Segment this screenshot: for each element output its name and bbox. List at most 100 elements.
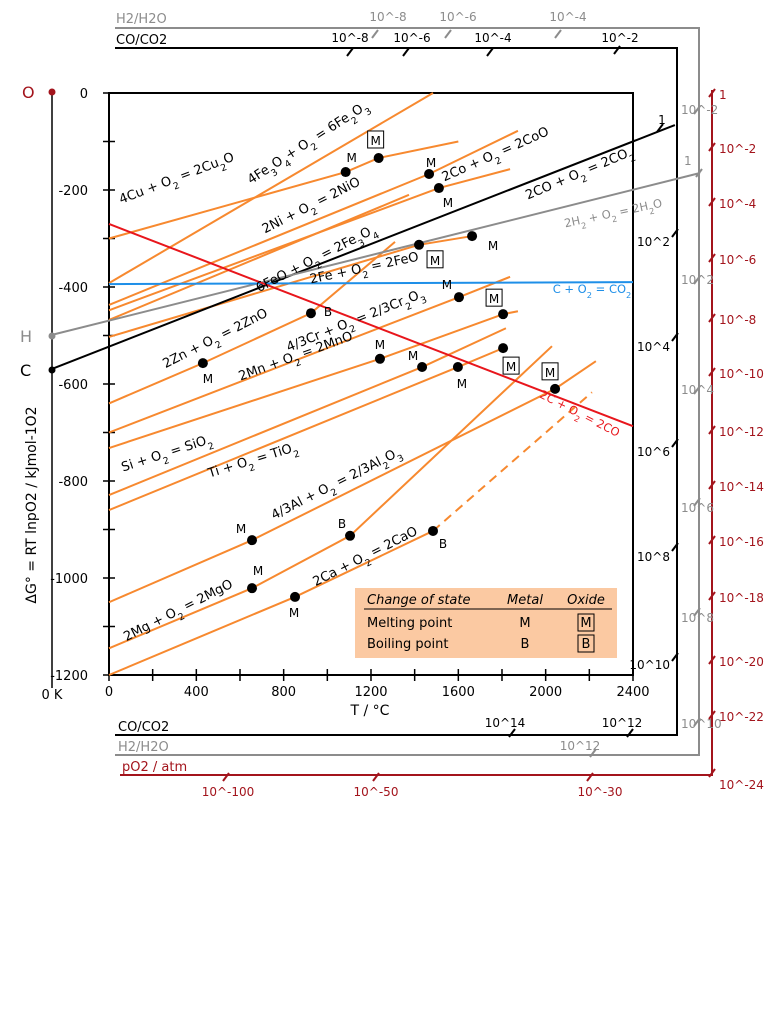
po2-right-tick-label: 10^-8: [719, 313, 756, 327]
pivot-c-label: C: [20, 361, 31, 380]
co-co2-bottom-label: CO/CO2: [118, 720, 169, 735]
h2-h2o-right-tick: [693, 385, 701, 395]
po2-bottom-tick-label: 10^-30: [578, 785, 623, 799]
metal-transition-label: M: [253, 564, 263, 578]
reaction-line: [108, 281, 633, 286]
legend-header: Metal: [507, 593, 543, 608]
po2-right-tick: [708, 768, 716, 778]
h2-h2o-right-tick-label: 10^-2: [681, 103, 718, 117]
co-co2-tick: [346, 47, 354, 57]
y-axis-label: ΔG° = RT lnpO2 / kJmol-1O2: [24, 406, 40, 603]
oxide-transition-label: M: [370, 134, 380, 148]
x-axis-label: T / °C: [350, 703, 390, 719]
po2-right-tick: [708, 591, 716, 601]
y-tick-label: -200: [58, 184, 88, 199]
h2-h2o-scale: [115, 27, 700, 756]
h2-h2o-right-tick: [693, 607, 701, 617]
reaction-label: 2Mn + O2 = 2MnO: [237, 329, 357, 388]
reaction-line: [108, 140, 459, 240]
h2-h2o-right-tick: [693, 717, 701, 727]
metal-transition-label: M: [408, 349, 418, 363]
reaction-line: [49, 172, 701, 337]
transition-point: [345, 530, 356, 541]
transition-point: [290, 591, 301, 602]
co-co2-tick: [613, 45, 621, 55]
po2-bottom-tick: [372, 772, 380, 782]
reaction-label: 2Zn + O2 = 2ZnO: [160, 306, 272, 376]
co-co2-tick: [402, 47, 410, 57]
y-tick-label: -800: [58, 475, 88, 490]
h2-h2o-tick: [554, 29, 562, 39]
po2-right-tick-label: 10^-10: [719, 367, 764, 381]
co-co2-right-tick-label: 1: [658, 113, 666, 127]
x-tick-label: 800: [271, 685, 296, 700]
po2-right-tick: [708, 313, 716, 323]
reaction-label: Si + O2 = SiO2: [120, 432, 216, 480]
h2-h2o-right-tick: [693, 275, 701, 285]
transition-point: [433, 183, 444, 194]
reaction-label: 2C + O2 = 2CO: [536, 387, 623, 443]
legend-oxide-symbol: M: [580, 616, 591, 631]
reaction-label: 2Co + O2 = 2CoO: [440, 124, 553, 189]
co-co2-right-tick: [671, 228, 679, 238]
metal-transition-label: M: [236, 522, 246, 536]
reaction-label: 2Mg + O2 = 2MgO: [121, 577, 237, 649]
h2-h2o-tick: [444, 29, 452, 39]
oxide-marker-box: [502, 356, 520, 375]
po2-right-tick-label: 10^-16: [719, 535, 764, 549]
transition-point: [305, 308, 316, 319]
h2-h2o-right-tick-label: 10^4: [681, 383, 714, 397]
oxide-transition-label: M: [430, 254, 440, 268]
y-tick-label: -600: [58, 378, 88, 393]
h2-h2o-bottom-label: H2/H2O: [118, 740, 169, 755]
po2-right-tick-label: 1: [719, 88, 727, 102]
co-co2-right-tick: [671, 332, 679, 342]
h2-h2o-tick-label: 10^-4: [549, 10, 586, 24]
zero-kelvin-label: 0 K: [42, 688, 63, 703]
metal-transition-label: M: [289, 606, 299, 620]
po2-right-tick-label: 10^-22: [719, 710, 764, 724]
legend-oxide-box: [577, 634, 595, 653]
y-tick-label: -1000: [50, 572, 88, 587]
reaction-label: 4/3Cr + O2 = 2/3Cr2O3: [285, 286, 429, 359]
reaction-label: 2CO + O2 = 2CO2: [523, 144, 637, 207]
h2-h2o-right-tick-label: 10^2: [681, 273, 714, 287]
co-co2-bottom-tick: [626, 728, 634, 738]
reaction-label: 2Ca + O2 = 2CaO: [311, 524, 423, 594]
co-co2-bottom-tick-label: 10^14: [485, 716, 526, 730]
po2-bottom-tick: [222, 772, 230, 782]
co-co2-tick-label: 10^-6: [393, 31, 430, 45]
co-co2-right-tick-label: 10^6: [637, 445, 670, 459]
x-tick-label: 0: [105, 685, 113, 700]
legend-row-label: Melting point: [367, 616, 452, 631]
h2-h2o-right-tick-label: 10^6: [681, 501, 714, 515]
reaction-line: [108, 223, 634, 428]
reaction-line: [108, 193, 410, 321]
po2-right-tick-label: 10^-18: [719, 591, 764, 605]
transition-point: [467, 231, 478, 242]
h2-h2o-right-tick-label: 1: [684, 154, 692, 168]
oxide-marker-box: [485, 288, 503, 307]
po2-right-tick-label: 10^-4: [719, 197, 756, 211]
po2-right-tick: [708, 535, 716, 545]
metal-transition-label: M: [346, 151, 356, 165]
po2-right-tick: [708, 142, 716, 152]
po2-right-tick: [708, 197, 716, 207]
metal-transition-label: M: [488, 239, 498, 253]
transition-point: [498, 343, 509, 354]
metal-transition-label: M: [426, 156, 436, 170]
legend-metal-symbol: B: [521, 637, 530, 652]
pivot-o-label: O: [22, 83, 35, 102]
transition-point: [428, 525, 439, 536]
reaction-line: [108, 310, 519, 449]
co-co2-right-tick: [671, 438, 679, 448]
h2-h2o-right-tick: [693, 497, 701, 507]
legend-oxide-box: [577, 613, 595, 632]
reaction-label: Ti + O2 = TiO2: [205, 440, 301, 486]
pivot-o-point: [48, 88, 56, 96]
metal-transition-label: M: [375, 338, 385, 352]
transition-point: [340, 167, 351, 178]
po2-right-tick: [708, 655, 716, 665]
x-tick-label: 2000: [529, 685, 562, 700]
